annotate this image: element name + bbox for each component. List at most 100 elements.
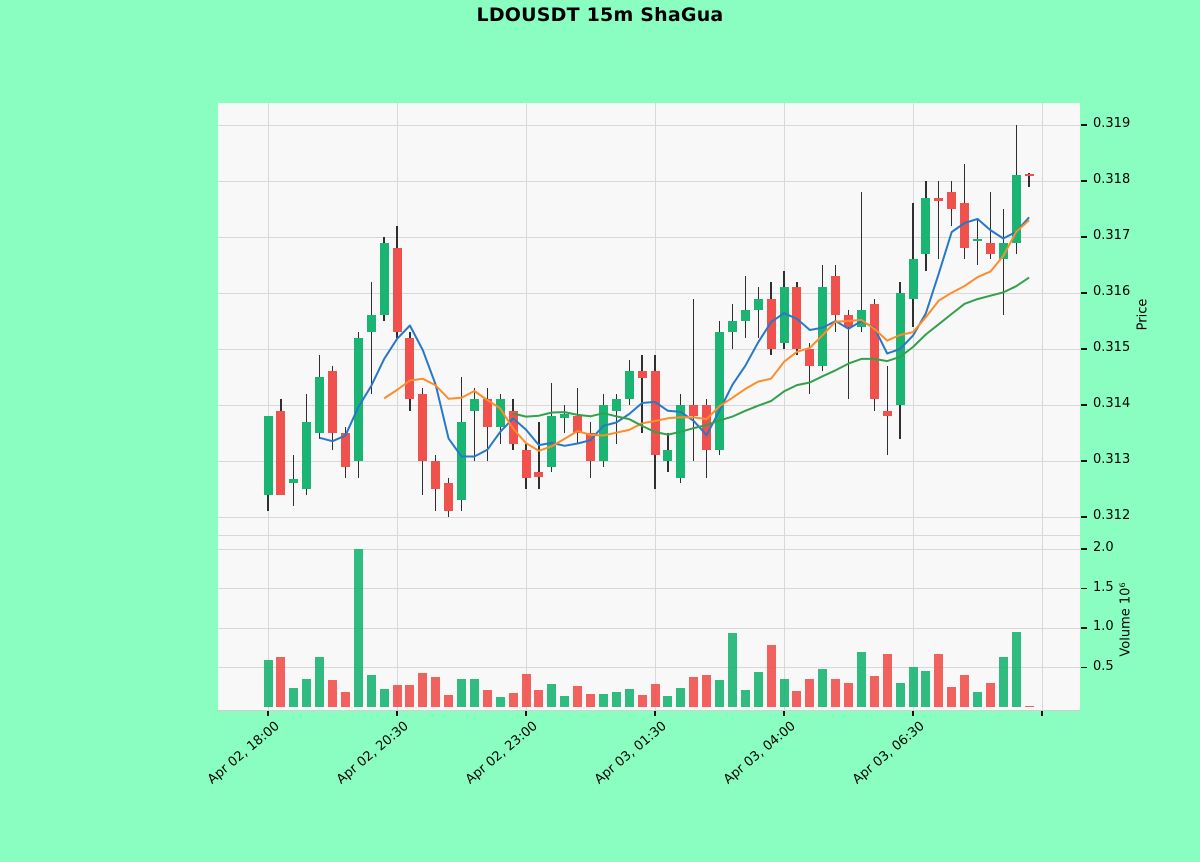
x-tick-label: Apr 03, 01:30 [592, 718, 670, 788]
y-tick-mark [1081, 124, 1087, 126]
candle-body [663, 449, 673, 461]
grid-line-y [218, 627, 1080, 629]
x-tick-label: Apr 02, 20:30 [334, 718, 412, 788]
x-tick-mark [525, 710, 527, 716]
candle-body [405, 337, 415, 400]
grid-line-y [218, 348, 1080, 350]
volume-bar [624, 688, 634, 707]
y-tick-mark [1081, 404, 1087, 406]
volume-bar [457, 678, 466, 707]
y-tick-mark [1081, 180, 1087, 182]
y-tick-mark [1081, 627, 1087, 629]
volume-bar [934, 654, 944, 707]
candle-body [508, 410, 518, 445]
candle-body [1024, 174, 1034, 177]
candle-body [263, 416, 273, 495]
volume-bar [856, 652, 866, 707]
volume-bar [869, 676, 879, 707]
candle-body [560, 413, 570, 419]
candle-body [611, 399, 621, 411]
candle-wick [938, 181, 940, 260]
grid-line-y [218, 667, 1080, 668]
volume-bar [521, 673, 531, 707]
chart-title: LDOUSDT 15m ShaGua [476, 4, 724, 26]
candle-body [934, 197, 944, 201]
candle-wick [1028, 172, 1030, 187]
candle-wick [744, 276, 746, 338]
y-tick-mark [1081, 292, 1087, 294]
volume-bar [611, 691, 621, 707]
volume-bar [366, 674, 376, 707]
volume-bar [947, 687, 957, 707]
grid-line-y [218, 180, 1080, 182]
candle-body [418, 393, 428, 461]
volume-bar [405, 684, 415, 707]
volume-bar [792, 691, 802, 707]
volume-bar [586, 694, 595, 707]
volume-bar [727, 632, 737, 707]
plot-bottom-edge [218, 709, 1080, 711]
candle-body [469, 399, 479, 411]
candle-body [276, 410, 286, 495]
candle-body [431, 461, 441, 489]
y-tick-mark [1081, 348, 1087, 350]
candle-body [792, 287, 802, 349]
price-tick-label: 0.315 [1093, 340, 1131, 355]
x-tick-label: Apr 03, 04:00 [721, 718, 799, 788]
candle-body [302, 421, 312, 489]
volume-tick-label: 1.5 [1093, 579, 1114, 595]
volume-bar [740, 690, 750, 707]
panel-divider [218, 534, 1080, 536]
volume-bar [353, 549, 363, 707]
candle-body [921, 197, 931, 254]
price-tick-label: 0.316 [1093, 284, 1131, 299]
candle-body [676, 405, 686, 478]
candle-wick [641, 354, 643, 433]
x-tick-mark [783, 710, 785, 716]
price-tick-label: 0.319 [1093, 116, 1131, 131]
price-tick-label: 0.313 [1093, 452, 1131, 467]
candle-body [947, 192, 957, 209]
candle-body [482, 399, 492, 428]
volume-bar [805, 679, 815, 707]
volume-bar [379, 688, 389, 707]
volume-bar [1011, 631, 1021, 707]
volume-bar [985, 682, 995, 707]
candle-body [573, 416, 583, 433]
y-tick-mark [1081, 516, 1087, 518]
candle-body [869, 304, 879, 400]
candle-body [392, 248, 402, 333]
volume-tick-label: 2.0 [1093, 540, 1114, 555]
candle-wick [370, 281, 372, 394]
volume-bar [495, 696, 505, 707]
volume-bar [715, 680, 724, 707]
grid-line-x [267, 103, 269, 710]
price-tick-label: 0.317 [1093, 228, 1131, 243]
candle-body [844, 315, 853, 327]
volume-bar [444, 695, 454, 707]
volume-axis-title: Volume 10⁶ [1118, 582, 1134, 657]
candle-body [908, 259, 918, 299]
price-tick-label: 0.314 [1093, 396, 1131, 411]
candle-body [457, 421, 466, 501]
x-tick-mark [912, 710, 914, 716]
volume-bar [844, 683, 853, 707]
volume-bar [340, 691, 350, 707]
candle-body [715, 332, 724, 450]
volume-bar [276, 657, 286, 707]
volume-bar [431, 676, 441, 707]
volume-bar [895, 682, 905, 707]
grid-line-x [1041, 103, 1043, 710]
candle-body [366, 315, 376, 333]
candle-body [895, 293, 905, 405]
grid-line-y [218, 124, 1080, 126]
candle-body [340, 433, 350, 467]
grid-line-x [396, 103, 398, 710]
y-tick-mark [1081, 236, 1087, 238]
grid-line-x [912, 103, 914, 710]
x-tick-mark [1041, 710, 1043, 716]
candle-wick [538, 421, 540, 489]
volume-bar [882, 654, 892, 707]
